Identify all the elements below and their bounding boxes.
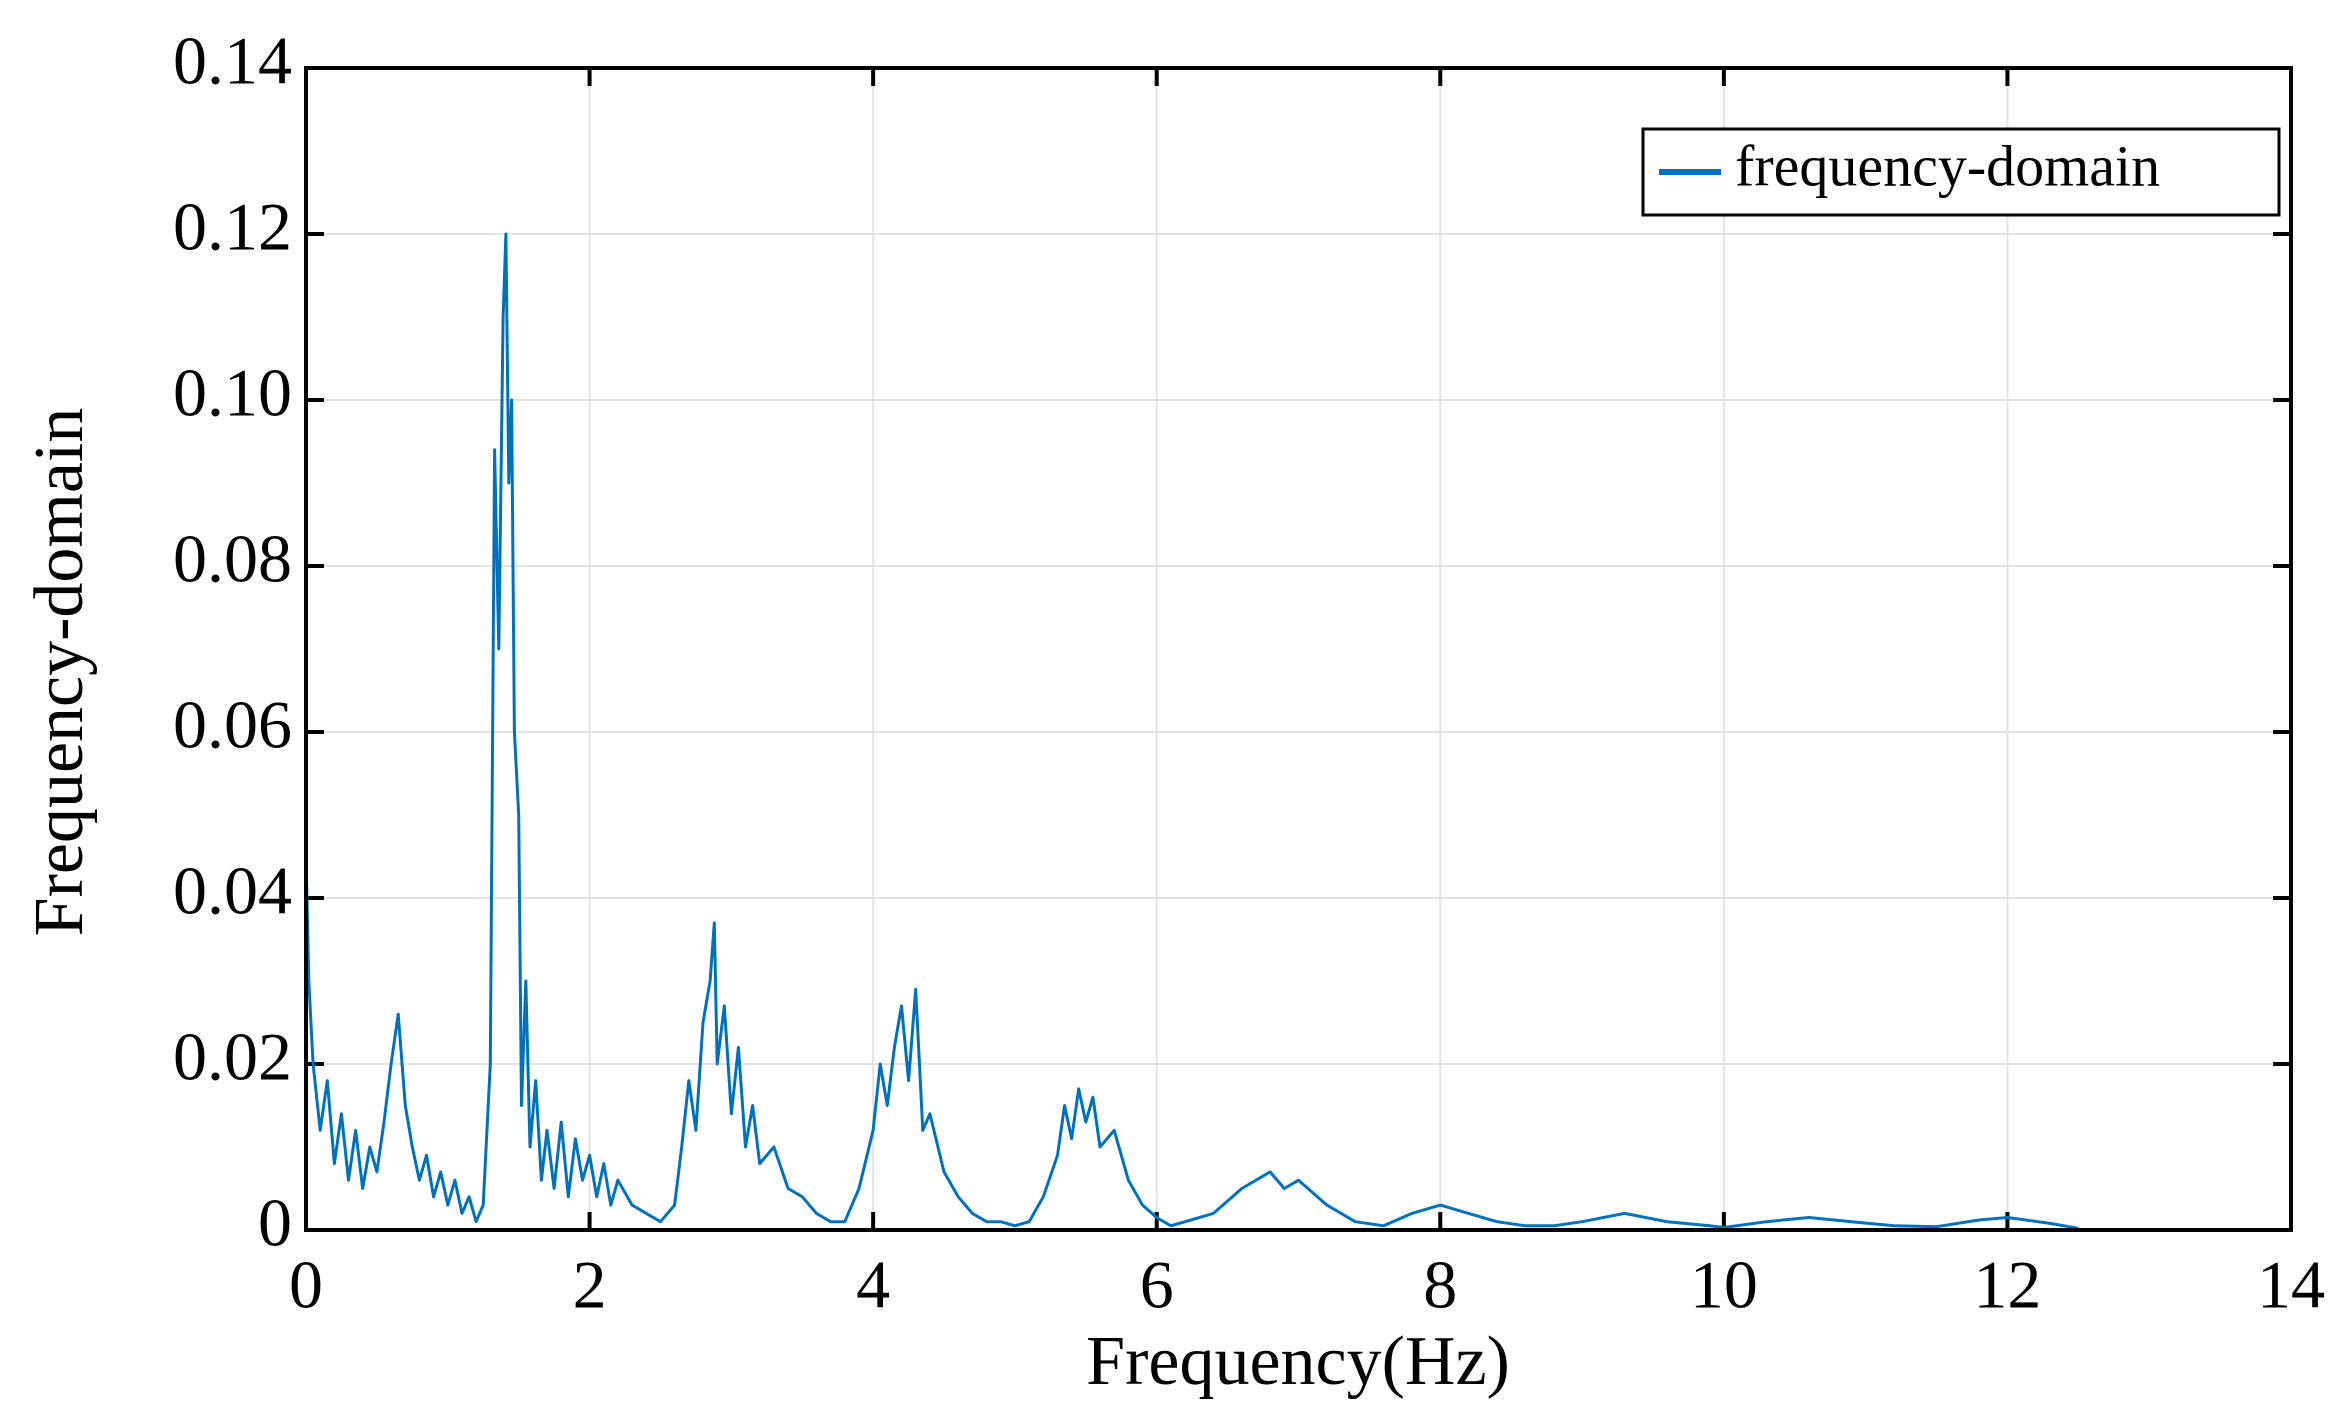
x-tick-label: 6 xyxy=(1140,1247,1174,1323)
x-tick-label: 2 xyxy=(573,1247,607,1323)
plot-frame xyxy=(304,66,2293,1232)
x-tick-label: 10 xyxy=(1690,1247,1758,1323)
y-tick-label: 0.10 xyxy=(173,355,292,431)
y-tick-label: 0.08 xyxy=(173,521,292,597)
y-tick-label: 0.06 xyxy=(173,687,292,763)
y-tick-label: 0.02 xyxy=(173,1019,292,1095)
x-tick-label: 14 xyxy=(2257,1247,2325,1323)
legend-box xyxy=(1641,127,2281,217)
series-line xyxy=(304,232,2079,1230)
x-tick-label: 0 xyxy=(289,1247,323,1323)
x-axis-title: Frequency(Hz) xyxy=(1086,1323,1510,1400)
legend-label: frequency-domain xyxy=(1735,133,2160,198)
y-axis-title: Frequency-domain xyxy=(21,408,98,937)
y-tick-label: 0.04 xyxy=(173,853,292,929)
x-tick-label: 8 xyxy=(1423,1247,1457,1323)
y-tick-label: 0 xyxy=(258,1185,292,1261)
y-tick-label: 0.14 xyxy=(173,23,292,99)
x-tick-label: 12 xyxy=(1973,1247,2041,1323)
x-tick-label: 4 xyxy=(856,1247,890,1323)
y-tick-label: 0.12 xyxy=(173,189,292,265)
